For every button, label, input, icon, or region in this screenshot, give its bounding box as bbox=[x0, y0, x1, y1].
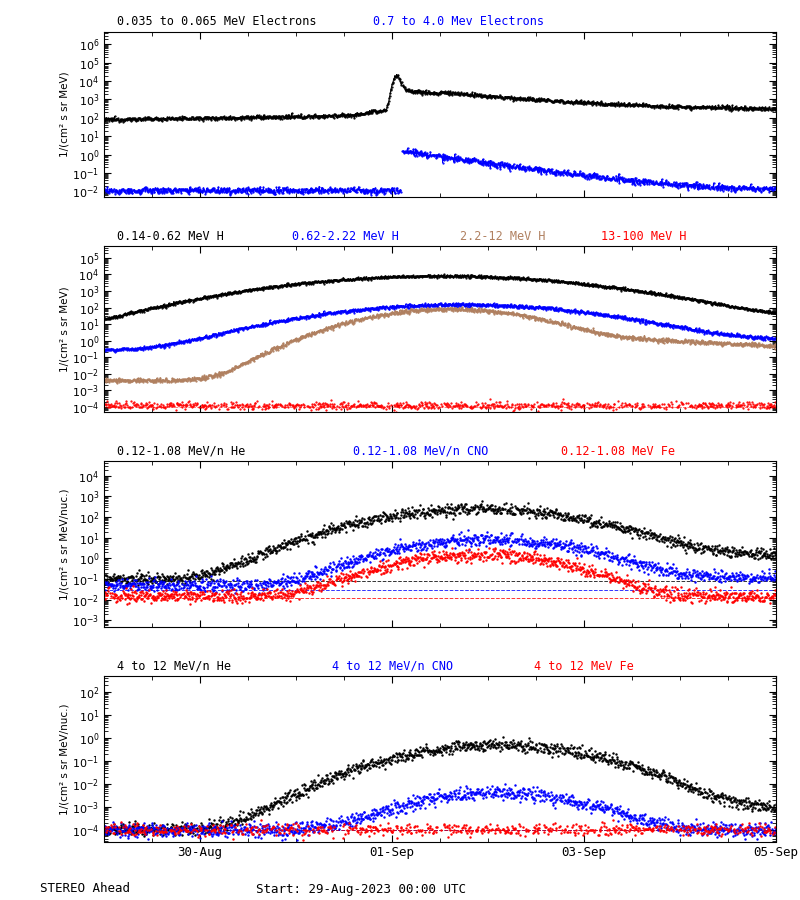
Text: 0.12-1.08 MeV/n CNO: 0.12-1.08 MeV/n CNO bbox=[353, 445, 488, 458]
Text: 4 to 12 MeV/n CNO: 4 to 12 MeV/n CNO bbox=[333, 660, 454, 673]
Y-axis label: 1/(cm² s sr MeV): 1/(cm² s sr MeV) bbox=[59, 71, 70, 157]
Text: 0.12-1.08 MeV Fe: 0.12-1.08 MeV Fe bbox=[561, 445, 675, 458]
Text: Start: 29-Aug-2023 00:00 UTC: Start: 29-Aug-2023 00:00 UTC bbox=[256, 883, 466, 896]
Y-axis label: 1/(cm² s sr MeV/nuc.): 1/(cm² s sr MeV/nuc.) bbox=[59, 703, 69, 814]
Text: 0.12-1.08 MeV/n He: 0.12-1.08 MeV/n He bbox=[118, 445, 246, 458]
Text: 0.7 to 4.0 Mev Electrons: 0.7 to 4.0 Mev Electrons bbox=[373, 15, 544, 28]
Y-axis label: 1/(cm² s sr MeV/nuc.): 1/(cm² s sr MeV/nuc.) bbox=[59, 488, 70, 599]
Text: 0.14-0.62 MeV H: 0.14-0.62 MeV H bbox=[118, 230, 224, 243]
Text: 4 to 12 MeV Fe: 4 to 12 MeV Fe bbox=[534, 660, 634, 673]
Text: 0.62-2.22 MeV H: 0.62-2.22 MeV H bbox=[292, 230, 399, 243]
Y-axis label: 1/(cm² s sr MeV): 1/(cm² s sr MeV) bbox=[59, 286, 69, 372]
Text: 13-100 MeV H: 13-100 MeV H bbox=[602, 230, 686, 243]
Text: 0.035 to 0.065 MeV Electrons: 0.035 to 0.065 MeV Electrons bbox=[118, 15, 317, 28]
Text: 4 to 12 MeV/n He: 4 to 12 MeV/n He bbox=[118, 660, 231, 673]
Text: STEREO Ahead: STEREO Ahead bbox=[40, 883, 130, 896]
Text: 2.2-12 MeV H: 2.2-12 MeV H bbox=[460, 230, 546, 243]
